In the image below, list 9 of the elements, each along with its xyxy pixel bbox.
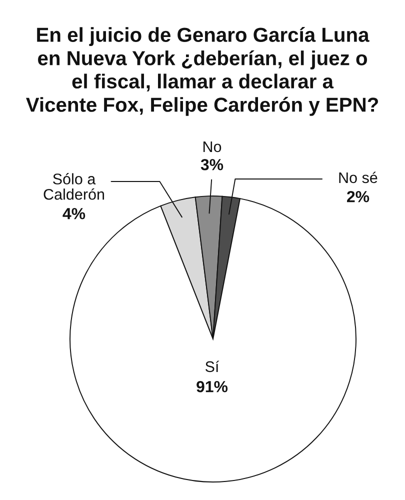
slice-label: No sé bbox=[339, 172, 378, 184]
data-label: 91% bbox=[196, 380, 228, 392]
slice-label: Sólo a Calderón bbox=[44, 173, 104, 200]
slice-label: No bbox=[203, 141, 222, 152]
data-label: 2% bbox=[347, 190, 370, 202]
data-label: 4% bbox=[62, 208, 86, 220]
slice-label: Sí bbox=[205, 360, 220, 372]
chart-title: En el juicio de Genaro García Luna en Nueva York ¿deberían, el juez o el fiscal, llamar a declarar a Vicente Fox, Felipe Carderón y EPN? bbox=[26, 27, 378, 116]
data-label: 3% bbox=[200, 158, 224, 170]
